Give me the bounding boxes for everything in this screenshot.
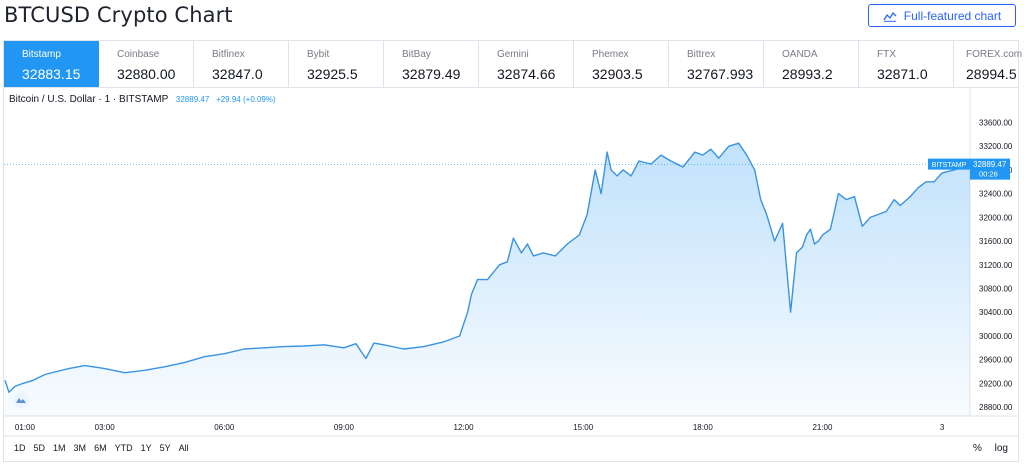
y-tick-label: 33600.00 — [979, 118, 1013, 127]
bar-countdown-label: 00:26 — [979, 170, 998, 179]
log-scale-toggle[interactable]: log — [994, 443, 1008, 454]
tab-coinbase[interactable]: Coinbase 32880.00 — [99, 41, 194, 87]
range-button[interactable]: 1D — [14, 443, 26, 453]
chart-widget: Bitstamp 32883.15 Coinbase 32880.00 Bitf… — [3, 40, 1022, 462]
tab-exchange-price: 32879.49 — [402, 66, 461, 82]
y-tick-label: 30000.00 — [979, 332, 1013, 341]
legend-last-price: 32889.47 — [175, 95, 210, 104]
exchange-tabs: Bitstamp 32883.15 Coinbase 32880.00 Bitf… — [4, 41, 1022, 88]
x-tick-label: 03:00 — [95, 423, 116, 432]
tab-exchange-price: 32767.993 — [687, 66, 754, 82]
y-tick-label: 29600.00 — [979, 356, 1013, 365]
tab-exchange-price: 28994.5 — [966, 66, 1017, 82]
y-tick-label: 30800.00 — [979, 285, 1013, 294]
tab-exchange-name: Phemex — [592, 49, 629, 60]
range-button[interactable]: All — [178, 443, 189, 453]
range-button[interactable]: 6M — [94, 443, 107, 453]
tab-exchange-name: FOREX.com — [966, 49, 1023, 60]
x-tick-label: 12:00 — [454, 423, 475, 432]
y-tick-label: 33200.00 — [979, 142, 1013, 151]
y-tick-label: 28800.00 — [979, 403, 1013, 412]
tab-bitstamp[interactable]: Bitstamp 32883.15 — [4, 41, 99, 87]
tab-exchange-price: 32883.15 — [22, 66, 81, 82]
tab-exchange-price: 32847.0 — [212, 66, 263, 82]
last-exchange-label: BITSTAMP — [932, 162, 967, 169]
x-tick-label: 3 — [940, 423, 945, 432]
tab-gemini[interactable]: Gemini 32874.66 — [479, 41, 574, 87]
full-featured-chart-label: Full-featured chart — [903, 8, 1002, 23]
tab-oanda[interactable]: OANDA 28993.2 — [764, 41, 859, 87]
time-range-bar: 1D 5D 1M 3M 6M YTD 1Y 5Y All — [14, 443, 197, 453]
y-tick-label: 31600.00 — [979, 237, 1013, 246]
y-tick-label: 32400.00 — [979, 190, 1013, 199]
last-exchange-tag — [928, 158, 970, 170]
tab-exchange-price: 32871.0 — [877, 66, 928, 82]
chart-legend: Bitcoin / U.S. Dollar · 1 · BITSTAMP 328… — [9, 94, 276, 105]
y-tick-label: 29200.00 — [979, 379, 1013, 388]
y-tick-label: 30400.00 — [979, 308, 1013, 317]
tab-exchange-name: OANDA — [782, 49, 818, 60]
y-tick-label: 31200.00 — [979, 261, 1013, 270]
tab-exchange-name: BitBay — [402, 49, 431, 60]
price-chart[interactable]: 28800.00 29200.00 29600.00 30000.00 30400.00… — [4, 41, 1018, 461]
range-button[interactable]: 5Y — [159, 443, 171, 453]
tab-ftx[interactable]: FTX 32871.0 — [859, 41, 954, 87]
tab-exchange-price: 32880.00 — [117, 66, 176, 82]
percent-scale-toggle[interactable]: % — [972, 443, 982, 454]
x-tick-label: 01:00 — [15, 423, 36, 432]
x-tick-label: 18:00 — [693, 423, 714, 432]
tab-bitbay[interactable]: BitBay 32879.49 — [384, 41, 479, 87]
tab-bybit[interactable]: Bybit 32925.5 — [289, 41, 384, 87]
legend-symbol: Bitcoin / U.S. Dollar · 1 · BITSTAMP — [9, 94, 169, 105]
y-tick-label: 32000.00 — [979, 213, 1013, 222]
legend-change: +29.94 (+0.09%) — [216, 95, 276, 104]
tab-exchange-price: 28993.2 — [782, 66, 833, 82]
range-button[interactable]: YTD — [114, 443, 133, 453]
chart-line-icon — [883, 11, 897, 22]
tab-exchange-price: 32903.5 — [592, 66, 643, 82]
range-button[interactable]: 1Y — [140, 443, 152, 453]
tab-exchange-price: 32874.66 — [497, 66, 556, 82]
range-button[interactable]: 3M — [73, 443, 87, 453]
x-tick-label: 21:00 — [812, 423, 833, 432]
tradingview-logo-icon — [13, 392, 29, 408]
x-tick-label: 06:00 — [214, 423, 235, 432]
tab-bitfinex[interactable]: Bitfinex 32847.0 — [194, 41, 289, 87]
tab-exchange-name: Bittrex — [687, 49, 716, 60]
scale-toggles: % log — [963, 443, 1008, 454]
x-tick-label: 09:00 — [334, 423, 355, 432]
page-title: BTCUSD Crypto Chart — [4, 3, 233, 27]
full-featured-chart-button[interactable]: Full-featured chart — [868, 4, 1016, 27]
range-button[interactable]: 1M — [53, 443, 66, 453]
last-price-label: 32889.47 — [973, 160, 1007, 169]
last-price-tag — [970, 158, 1010, 180]
tab-exchange-name: FTX — [877, 49, 896, 60]
tab-phemex[interactable]: Phemex 32903.5 — [574, 41, 669, 87]
price-area-fill — [5, 143, 970, 416]
tab-exchange-price: 32925.5 — [307, 66, 358, 82]
price-line — [4, 142, 971, 393]
tab-exchange-name: Bitfinex — [212, 49, 245, 60]
tab-exchange-name: Coinbase — [117, 49, 160, 60]
tab-exchange-name: Bybit — [307, 49, 330, 60]
tab-forex-com[interactable]: FOREX.com 28994.5 — [954, 41, 1024, 87]
x-tick-label: 15:00 — [573, 423, 594, 432]
tab-exchange-name: Gemini — [497, 49, 529, 60]
range-button[interactable]: 5D — [33, 443, 46, 453]
tab-bittrex[interactable]: Bittrex 32767.993 — [669, 41, 764, 87]
tab-exchange-name: Bitstamp — [22, 49, 61, 60]
